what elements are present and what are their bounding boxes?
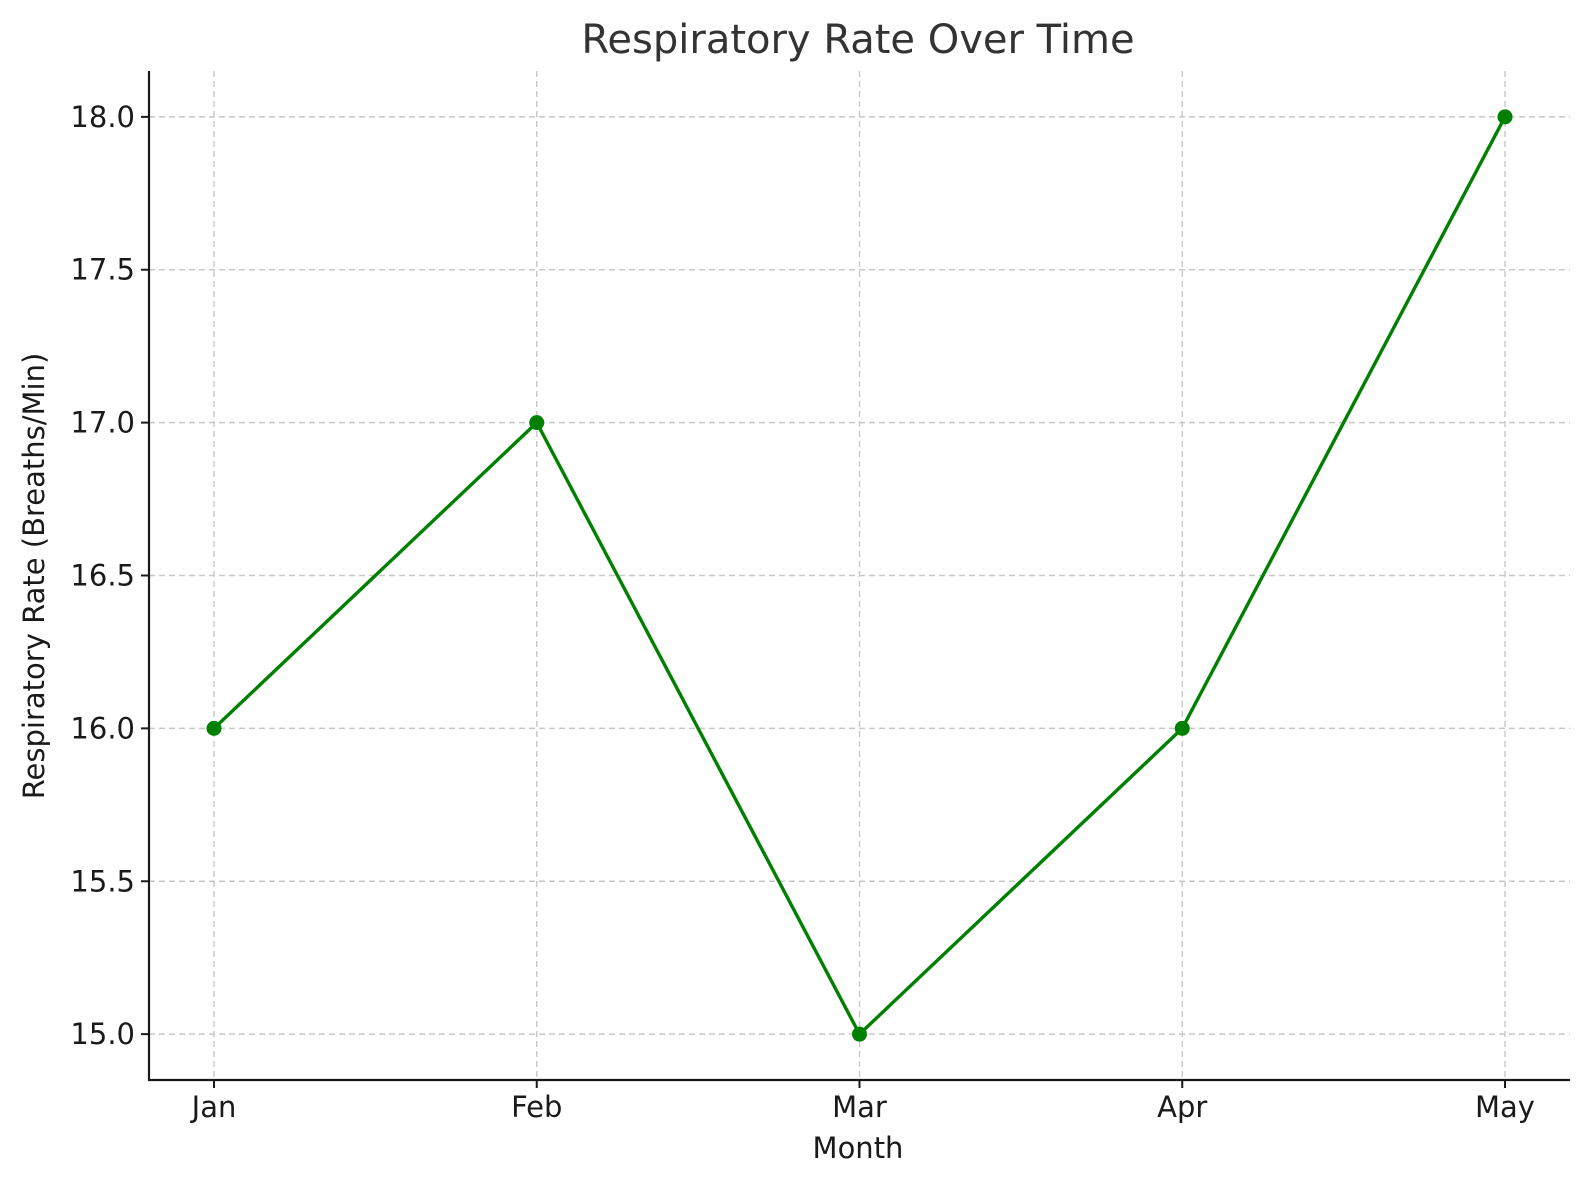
data-point (1497, 109, 1513, 125)
y-tick-label: 15.5 (70, 864, 135, 898)
y-tick-label: 16.0 (70, 711, 135, 745)
x-axis-label: Month (813, 1131, 904, 1165)
x-tick-label: May (1475, 1090, 1535, 1124)
y-axis-ticks: 15.0 15.5 16.0 16.5 17.0 17.5 18.0 (70, 100, 149, 1051)
y-tick-label: 17.0 (70, 406, 135, 440)
y-tick-label: 15.0 (70, 1017, 135, 1051)
grid (149, 71, 1570, 1080)
y-axis-label: Respiratory Rate (Breaths/Min) (17, 353, 51, 800)
y-tick-label: 16.5 (70, 559, 135, 593)
chart-title: Respiratory Rate Over Time (581, 17, 1134, 63)
data-point (1174, 720, 1190, 736)
x-tick-label: Mar (832, 1090, 887, 1124)
data-point (206, 720, 222, 736)
series (206, 109, 1513, 1042)
x-tick-label: Jan (190, 1090, 237, 1124)
x-tick-label: Feb (511, 1090, 562, 1124)
axes (147, 71, 1570, 1082)
data-point (529, 415, 545, 431)
y-tick-label: 17.5 (70, 253, 135, 287)
x-tick-label: Apr (1157, 1090, 1207, 1124)
x-axis-ticks: Jan Feb Mar Apr May (190, 1080, 1535, 1124)
y-tick-label: 18.0 (70, 100, 135, 134)
data-point (852, 1026, 867, 1042)
axis-spines (147, 71, 1570, 1082)
